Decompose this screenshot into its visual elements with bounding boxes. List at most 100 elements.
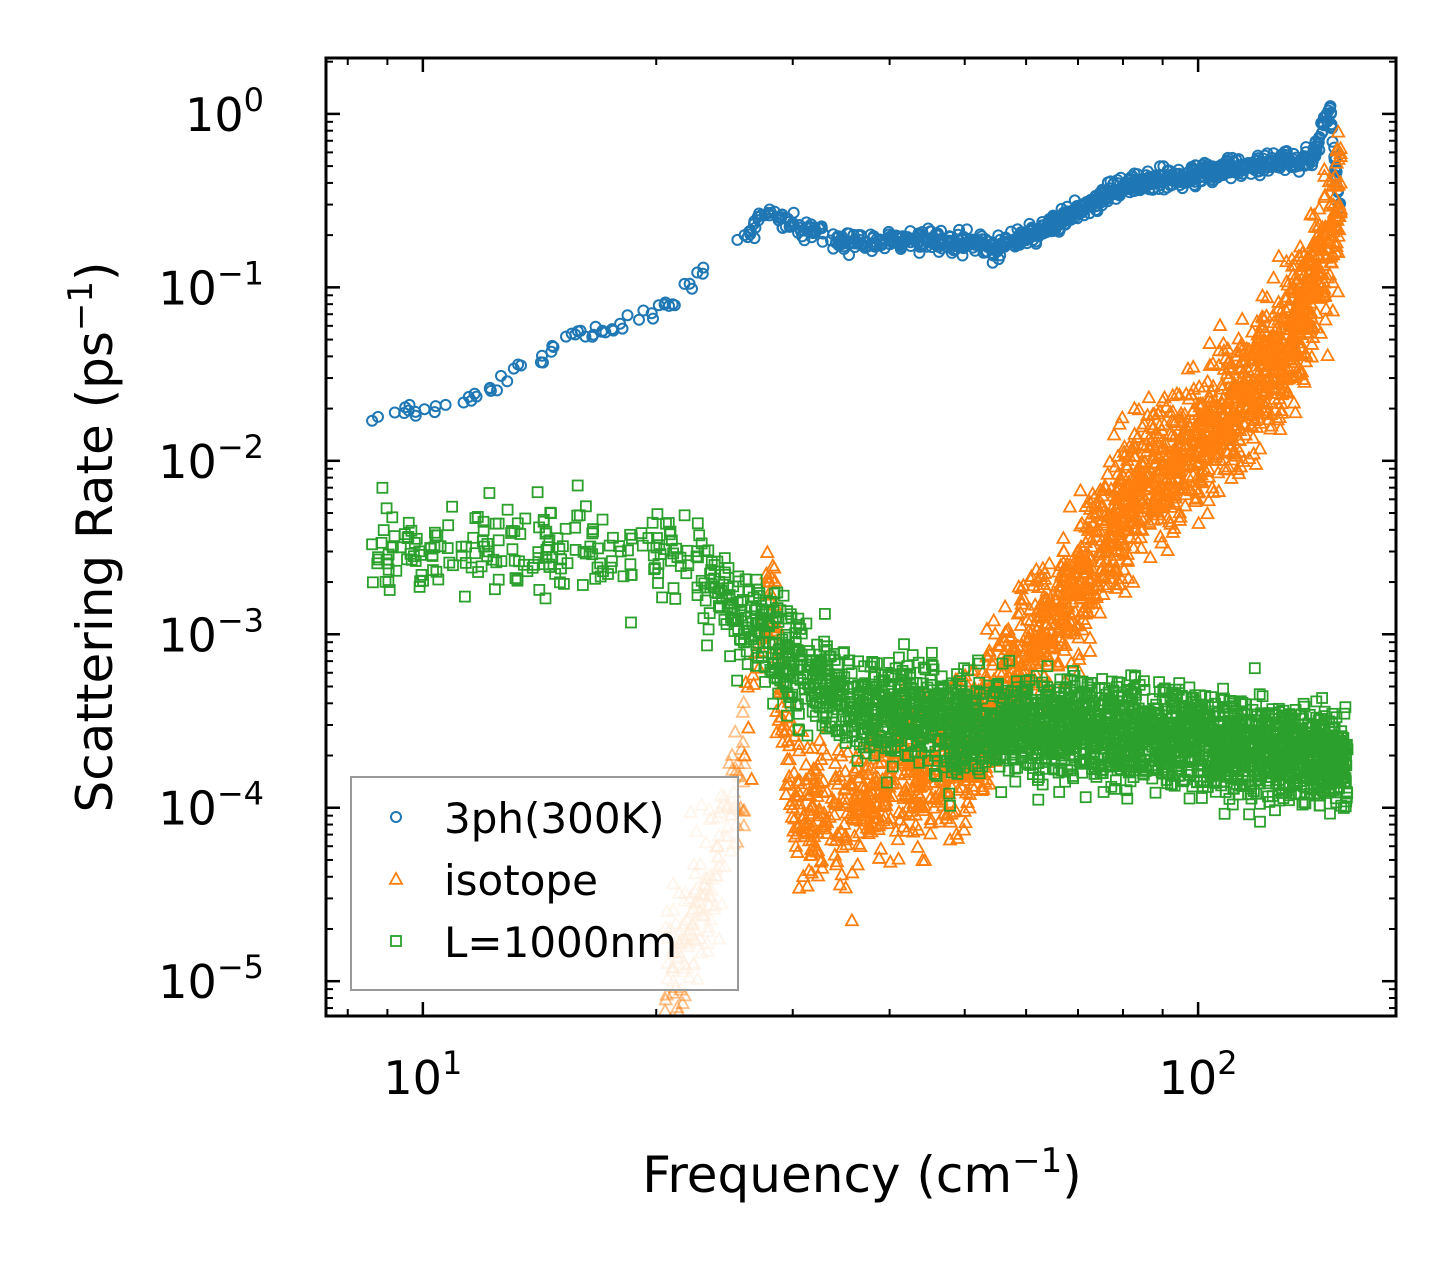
data-point — [765, 206, 777, 219]
data-point — [1238, 426, 1254, 441]
data-point — [936, 805, 952, 820]
data-point — [923, 814, 939, 829]
data-point — [979, 621, 995, 635]
data-point — [745, 666, 761, 681]
data-point — [1220, 412, 1236, 427]
data-point — [995, 240, 1008, 253]
data-point — [960, 767, 976, 781]
data-point — [1249, 419, 1265, 433]
data-point — [1189, 159, 1202, 172]
data-point — [621, 309, 634, 322]
data-point — [1037, 606, 1053, 621]
data-point — [1189, 164, 1202, 177]
data-point — [814, 818, 830, 833]
data-point — [1318, 240, 1335, 255]
data-point — [1224, 165, 1237, 178]
data-point — [1044, 624, 1060, 638]
data-point — [1141, 439, 1157, 454]
data-point — [850, 760, 866, 774]
data-point — [1252, 440, 1268, 455]
data-point — [813, 222, 825, 235]
data-point — [793, 219, 806, 231]
data-point — [1155, 441, 1171, 455]
data-point — [1025, 577, 1041, 592]
data-point — [675, 995, 691, 1009]
data-point — [735, 704, 751, 718]
data-point — [1220, 370, 1236, 385]
data-point — [1202, 357, 1218, 371]
data-point — [1202, 335, 1218, 349]
data-point — [836, 816, 852, 830]
data-point — [1139, 467, 1155, 482]
data-point — [789, 844, 805, 858]
data-point — [1162, 425, 1178, 440]
data-point — [546, 339, 559, 352]
data-point — [740, 679, 756, 693]
data-point — [779, 220, 792, 233]
data-point — [1199, 418, 1215, 432]
data-point — [759, 676, 771, 688]
data-point — [1145, 437, 1161, 451]
data-point — [1154, 175, 1167, 188]
data-point — [1160, 475, 1177, 490]
data-point — [915, 802, 931, 817]
data-point — [1225, 408, 1241, 423]
data-point — [1062, 614, 1079, 629]
data-point — [912, 788, 928, 802]
data-point — [1223, 470, 1239, 484]
data-point — [776, 716, 792, 731]
data-point — [1166, 482, 1182, 496]
data-point — [1274, 405, 1290, 419]
data-point — [1131, 401, 1147, 416]
data-point — [1063, 654, 1079, 669]
data-point — [1233, 458, 1249, 473]
data-point — [724, 747, 740, 761]
data-point — [1248, 662, 1261, 675]
data-point — [981, 643, 997, 657]
data-point — [1062, 499, 1078, 513]
data-point — [659, 986, 675, 1001]
data-point — [1320, 269, 1336, 284]
data-point — [1224, 390, 1240, 404]
data-point — [1287, 404, 1303, 419]
data-point — [1185, 402, 1202, 417]
data-point — [1160, 510, 1176, 524]
data-point — [1304, 336, 1320, 350]
data-point — [1088, 589, 1104, 603]
data-point — [1058, 558, 1074, 573]
data-point — [1003, 628, 1019, 642]
data-point — [829, 853, 845, 868]
data-point — [1235, 415, 1251, 430]
data-point — [489, 517, 502, 530]
data-point — [1248, 386, 1264, 401]
data-point — [943, 814, 959, 828]
data-point — [656, 591, 668, 604]
data-point — [1300, 320, 1316, 335]
data-point — [1120, 570, 1136, 584]
data-point — [1014, 595, 1030, 610]
data-point — [1227, 377, 1243, 392]
data-point — [468, 387, 481, 400]
data-point — [804, 799, 820, 814]
data-point — [1260, 350, 1276, 365]
data-point — [1080, 604, 1096, 618]
data-point — [1330, 228, 1346, 242]
data-point — [873, 788, 889, 802]
data-point — [1279, 371, 1295, 385]
data-point — [781, 768, 797, 783]
data-point — [1115, 503, 1131, 517]
data-point — [903, 803, 919, 817]
data-point — [683, 277, 696, 290]
data-point — [861, 821, 877, 835]
data-point — [1072, 517, 1088, 532]
data-point — [366, 414, 379, 427]
data-point — [1270, 300, 1287, 315]
data-point — [663, 299, 675, 312]
data-point — [1052, 620, 1069, 634]
data-point — [1281, 340, 1297, 355]
data-point — [781, 737, 798, 752]
data-point — [1109, 535, 1125, 550]
data-point — [491, 384, 503, 397]
data-point — [1191, 426, 1207, 441]
data-point — [1297, 345, 1314, 360]
